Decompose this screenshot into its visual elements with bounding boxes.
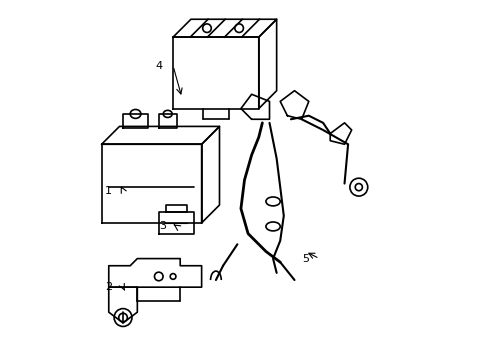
Text: 2: 2 xyxy=(105,282,112,292)
Text: 1: 1 xyxy=(105,186,112,196)
Text: 3: 3 xyxy=(159,221,165,231)
Text: 4: 4 xyxy=(155,61,162,71)
Text: 5: 5 xyxy=(301,253,308,264)
